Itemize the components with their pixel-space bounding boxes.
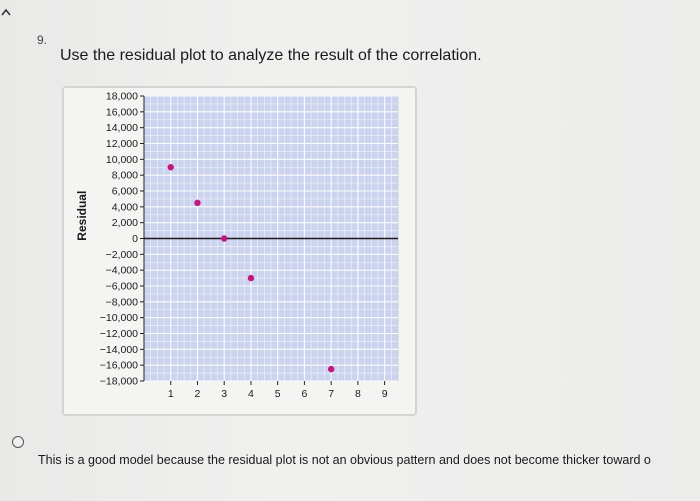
- data-point: [167, 164, 174, 171]
- x-tick-label: 4: [248, 388, 254, 400]
- data-point: [221, 235, 228, 242]
- y-tick-label: −14,000: [100, 344, 138, 356]
- data-point: [327, 365, 335, 373]
- y-tick-label: 10,000: [106, 154, 138, 166]
- residual-plot-card: 18,000 16,000 14,000 12,000 10,000 8,000 6,000…: [62, 86, 417, 416]
- y-tick-label: −6,000: [106, 281, 139, 293]
- x-tick-label: 3: [221, 388, 227, 400]
- y-tick-label: 2,000: [112, 217, 138, 229]
- y-tick-label: −16,000: [100, 360, 138, 372]
- question-number: 9.: [37, 33, 48, 47]
- y-tick-label: 18,000: [106, 91, 138, 103]
- x-tick-label: 5: [275, 388, 281, 400]
- chevron-icon[interactable]: [0, 6, 12, 18]
- x-tick-label: 6: [301, 388, 307, 400]
- y-axis-label: Residual: [75, 191, 89, 241]
- y-tick-label: 12,000: [106, 138, 138, 150]
- y-tick-label: −8,000: [106, 296, 139, 308]
- data-point: [247, 274, 255, 282]
- x-tick-label: 9: [382, 388, 388, 400]
- x-tick-label: 8: [355, 388, 361, 400]
- y-tick-label: 6,000: [112, 186, 138, 198]
- question-text: Use the residual plot to analyze the res…: [60, 47, 482, 64]
- residual-plot: 18,00016,00014,00012,00010,0008,0006,000…: [75, 91, 399, 400]
- y-tick-label: −12,000: [100, 328, 138, 340]
- x-tick-label: 1: [168, 388, 174, 400]
- y-tick-label: 0: [132, 233, 138, 245]
- y-tick-label: −2,000: [106, 249, 139, 261]
- answer-radio-button[interactable]: [12, 436, 24, 448]
- data-point: [194, 199, 201, 207]
- y-tick-label: 16,000: [106, 106, 138, 118]
- y-tick-label: −10,000: [100, 312, 138, 324]
- y-tick-label: −4,000: [106, 265, 139, 277]
- y-tick-label: 14,000: [106, 122, 138, 134]
- x-tick-label: 7: [328, 388, 334, 400]
- answer-option-text[interactable]: This is a good model because the residua…: [38, 453, 651, 467]
- y-tick-label: 4,000: [112, 201, 138, 213]
- x-tick-label: 2: [195, 388, 201, 400]
- y-tick-label: 8,000: [112, 170, 138, 182]
- y-tick-label: −18,000: [100, 376, 138, 388]
